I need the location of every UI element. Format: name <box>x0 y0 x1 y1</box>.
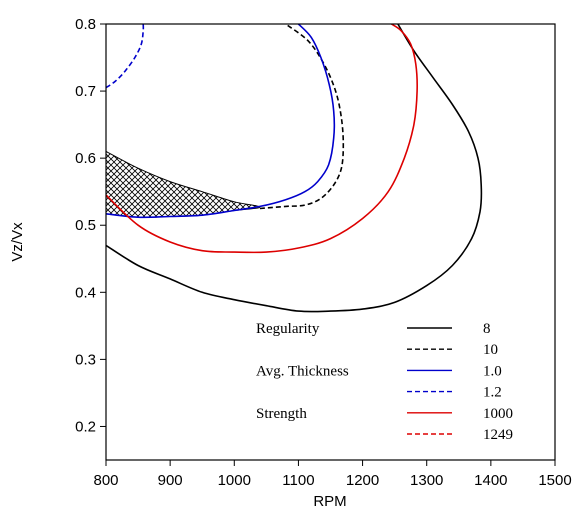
legend-group-label: Strength <box>256 406 307 422</box>
legend-group-label: Regularity <box>256 321 320 337</box>
legend-value-label: 10 <box>483 342 498 358</box>
legend-value-label: 8 <box>483 321 491 337</box>
x-tick-label: 800 <box>93 472 118 489</box>
y-tick-label: 0.5 <box>75 217 96 234</box>
series-line-2 <box>106 24 336 219</box>
legend-value-label: 1.2 <box>483 385 502 401</box>
series-line-0 <box>106 24 483 313</box>
x-axis-title: RPM <box>313 493 346 510</box>
legend-value-label: 1249 <box>483 427 513 443</box>
x-tick-label: 1300 <box>410 472 443 489</box>
x-tick-label: 1200 <box>346 472 379 489</box>
y-tick-label: 0.7 <box>75 83 96 100</box>
x-tick-label: 1000 <box>218 472 251 489</box>
y-axis-title: Vz/Vx <box>9 222 26 262</box>
legend-value-label: 1.0 <box>483 363 502 379</box>
series-line-3 <box>106 24 145 89</box>
legend-value-label: 1000 <box>483 406 513 422</box>
hatched-region-0 <box>106 150 261 218</box>
y-tick-label: 0.2 <box>75 418 96 435</box>
x-tick-label: 900 <box>158 472 183 489</box>
y-tick-label: 0.3 <box>75 351 96 368</box>
legend-group-label: Avg. Thickness <box>256 363 349 379</box>
x-tick-label: 1100 <box>282 472 314 489</box>
series-line-4 <box>106 24 418 254</box>
series-line-1 <box>259 24 345 210</box>
y-tick-label: 0.4 <box>75 284 96 301</box>
x-tick-label: 1400 <box>474 472 507 489</box>
plot-frame <box>105 23 556 461</box>
y-tick-label: 0.6 <box>75 150 96 167</box>
legend: Regularity 8 10 Avg. Thickness 1.0 1.2 Strengt… <box>256 321 513 443</box>
y-tick-label: 0.8 <box>75 16 96 33</box>
x-tick-label: 1500 <box>538 472 571 489</box>
